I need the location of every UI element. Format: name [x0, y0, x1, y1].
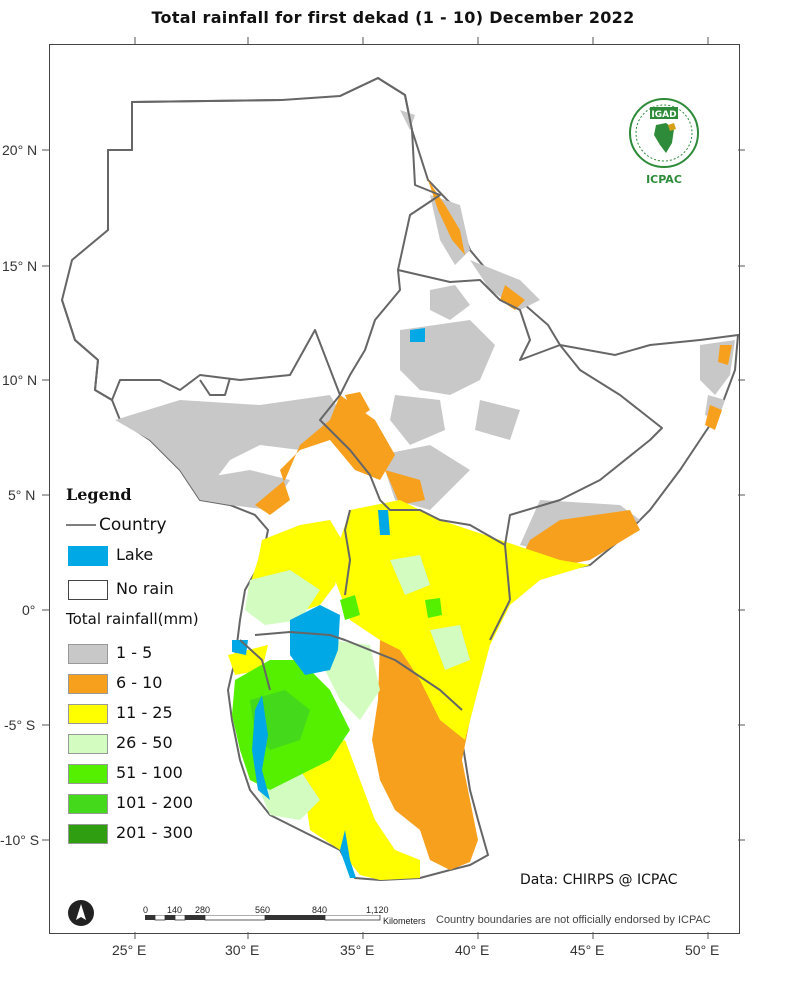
lon-label-40e: 40° E [455, 942, 490, 958]
lat-label-5n: 5° N [8, 487, 36, 503]
logo-bottom-text: ICPAC [646, 173, 682, 186]
lon-label-50e: 50° E [685, 942, 720, 958]
data-credit: Data: CHIRPS @ ICPAC [520, 872, 678, 888]
igad-logo: IGAD ICPAC [629, 98, 699, 186]
legend-class-swatch [68, 674, 108, 694]
logo-top-text: IGAD [651, 110, 676, 120]
legend-class-label: 101 - 200 [116, 793, 194, 812]
legend-no-rain-label: No rain [116, 579, 174, 598]
lon-label-30e: 30° E [225, 942, 260, 958]
lon-label-35e: 35° E [340, 942, 375, 958]
scale-unit: Kilometers [383, 916, 426, 926]
map-title: Total rainfall for first dekad (1 - 10) … [151, 8, 635, 27]
legend-class-swatch [68, 764, 108, 784]
legend-class-swatch [68, 824, 108, 844]
scale-tick-560: 560 [255, 905, 271, 915]
lon-label-25e: 25° E [112, 942, 147, 958]
legend-class-label: 201 - 300 [116, 823, 194, 842]
lat-label-5s: -5° S [4, 717, 36, 733]
legend-class-swatch [68, 794, 108, 814]
legend-class-label: 51 - 100 [116, 763, 183, 782]
no-rain-swatch [68, 580, 108, 600]
legend-class-label: 6 - 10 [116, 673, 163, 692]
legend-rainfall-title: Total rainfall(mm) [66, 610, 199, 628]
scale-tick-1120: 1,120 [366, 905, 389, 915]
north-arrow-icon [68, 900, 94, 926]
legend-class-swatch [68, 734, 108, 754]
legend-country-label: Country [99, 515, 167, 535]
scale-tick-280: 280 [195, 905, 211, 915]
legend-class-swatch [68, 644, 108, 664]
scale-tick-140: 140 [167, 905, 183, 915]
legend-lake-label: Lake [116, 545, 154, 564]
legend-title: Legend [66, 485, 132, 504]
legend-class-swatch [68, 704, 108, 724]
lon-label-45e: 45° E [570, 942, 605, 958]
disclaimer: Country boundaries are not officially en… [436, 914, 711, 926]
lat-label-20n: 20° N [2, 142, 38, 158]
scale-tick-0: 0 [143, 905, 149, 915]
lake-swatch [68, 546, 108, 566]
legend-class-label: 11 - 25 [116, 703, 173, 722]
legend-class-label: 26 - 50 [116, 733, 173, 752]
lat-label-15n: 15° N [2, 258, 38, 274]
legend-class-label: 1 - 5 [116, 643, 153, 662]
lat-label-10s: -10° S [0, 832, 40, 848]
lat-label-10n: 10° N [2, 372, 38, 388]
scale-tick-840: 840 [312, 905, 328, 915]
lat-label-0: 0° [22, 602, 36, 618]
